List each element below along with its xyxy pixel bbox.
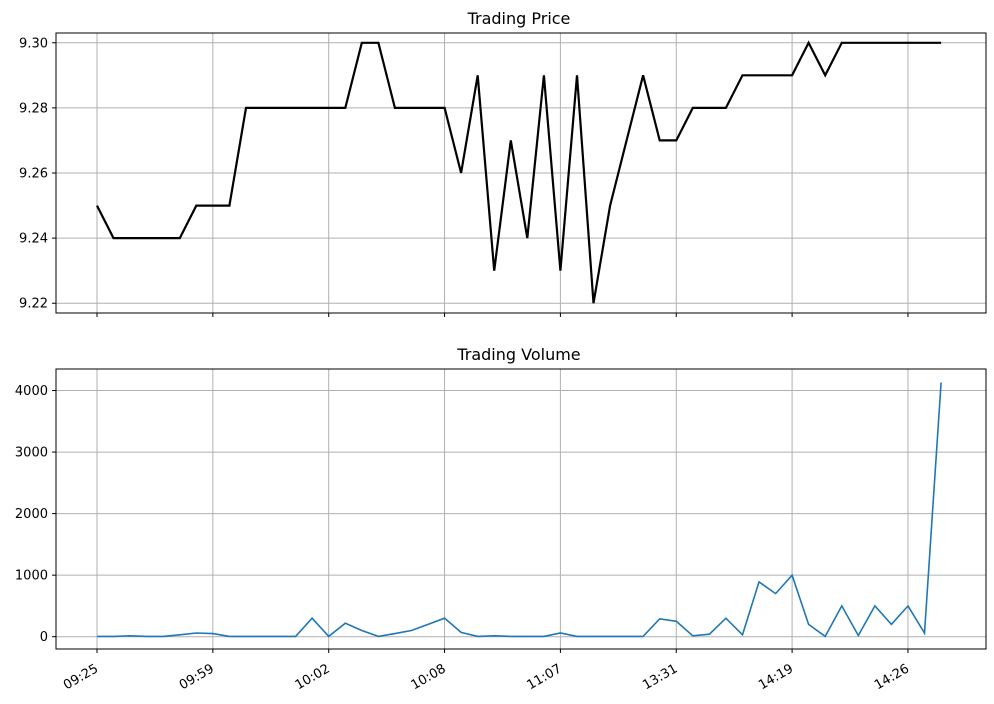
volume-xtick-label: 14:26 <box>872 661 912 693</box>
volume-ytick-label: 0 <box>40 630 48 645</box>
volume-ytick-label: 3000 <box>15 446 48 461</box>
price-ytick-label: 9.26 <box>19 167 48 182</box>
volume-chart-title: Trading Volume <box>456 345 580 364</box>
volume-xtick-label: 13:31 <box>640 661 680 693</box>
volume-series-line <box>97 382 942 638</box>
price-chart-title: Trading Price <box>467 9 571 28</box>
volume-xtick-label: 09:59 <box>177 661 217 693</box>
price-ytick-label: 9.30 <box>19 36 48 51</box>
volume-axes-frame <box>55 368 987 650</box>
volume-xtick-label: 09:25 <box>61 661 101 693</box>
price-ytick-label: 9.28 <box>19 101 48 116</box>
price-ytick-label: 9.24 <box>19 232 48 247</box>
volume-xtick-label: 11:07 <box>524 661 564 693</box>
volume-xtick-label: 14:19 <box>756 661 796 693</box>
volume-ytick-label: 4000 <box>15 384 48 399</box>
volume-ytick-label: 1000 <box>15 569 48 584</box>
volume-xtick-label: 10:02 <box>293 661 333 693</box>
volume-ytick-label: 2000 <box>15 507 48 522</box>
price-ytick-label: 9.22 <box>19 297 48 312</box>
price-series-line <box>96 40 942 304</box>
volume-xtick-label: 10:08 <box>409 661 449 693</box>
